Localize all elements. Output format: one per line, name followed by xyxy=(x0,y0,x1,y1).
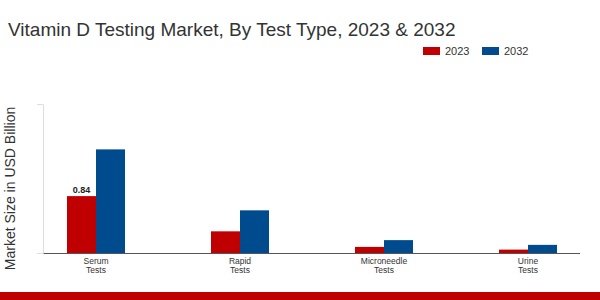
bar xyxy=(211,231,240,253)
x-axis-line xyxy=(43,253,580,254)
tick: SerumTests xyxy=(83,256,108,275)
tick: UrineTests xyxy=(518,256,539,275)
bar xyxy=(240,210,269,253)
bar xyxy=(355,247,384,253)
tick: RapidTests xyxy=(229,256,251,275)
tick-label: SerumTests xyxy=(83,256,108,275)
tick-label: MicroneedleTests xyxy=(361,256,408,275)
tick-label-line: Tests xyxy=(86,265,106,275)
bar xyxy=(528,245,557,253)
tick-label: RapidTests xyxy=(229,256,251,275)
data-label: 0.84 xyxy=(73,185,91,195)
bar xyxy=(96,149,125,253)
title: Vitamin D Testing Market, By Test Type, … xyxy=(8,19,455,40)
bar xyxy=(384,240,413,253)
legend-label: 2032 xyxy=(504,45,528,57)
bars xyxy=(67,149,557,253)
y-axis-title: Market Size in USD Billion xyxy=(2,107,18,270)
tick-label-line: Tests xyxy=(374,265,394,275)
legend-swatch xyxy=(423,47,440,55)
legend-swatch xyxy=(482,47,499,55)
tick-label-line: Tests xyxy=(230,265,250,275)
bar xyxy=(67,196,96,253)
legend-label: 2023 xyxy=(445,45,469,57)
tick-label-line: Tests xyxy=(518,265,538,275)
tick: MicroneedleTests xyxy=(361,256,408,275)
y-axis-line xyxy=(37,105,44,254)
legend: 2023 2032 xyxy=(423,45,528,57)
tick-label: UrineTests xyxy=(518,256,539,275)
x-axis: SerumTests RapidTests MicroneedleTests Urin… xyxy=(43,254,580,276)
y-axis xyxy=(37,105,44,254)
bar xyxy=(499,250,528,253)
chart: Vitamin D Testing Market, By Test Type, … xyxy=(0,0,600,300)
footer-band xyxy=(0,292,600,300)
